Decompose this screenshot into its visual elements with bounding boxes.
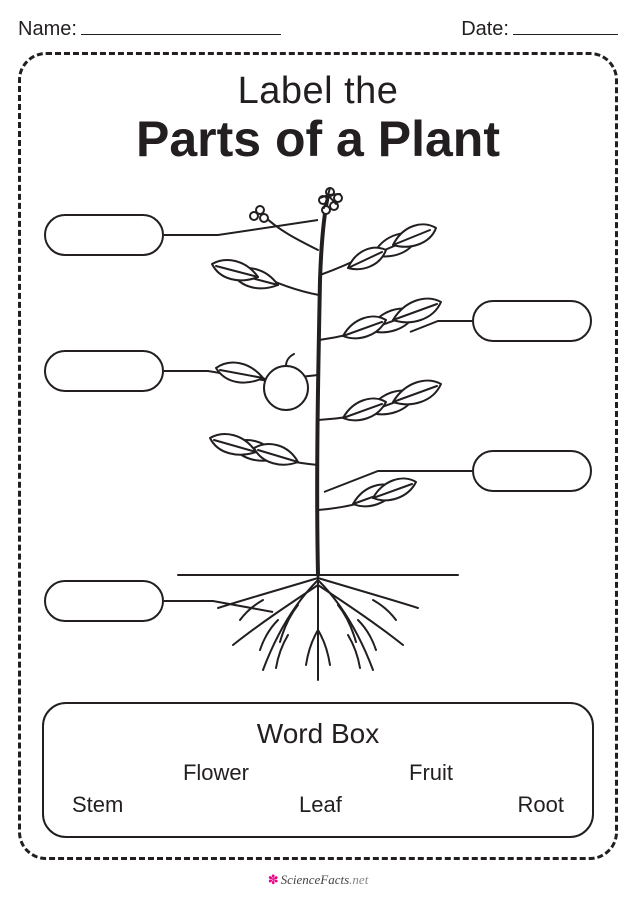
word-box-row-1: Flower Fruit bbox=[72, 760, 564, 786]
name-blank-line[interactable] bbox=[81, 34, 281, 35]
label-box-root[interactable] bbox=[44, 580, 164, 622]
word-leaf: Leaf bbox=[299, 792, 342, 818]
word-root: Root bbox=[518, 792, 564, 818]
footer-icon: ✽ bbox=[268, 872, 279, 887]
footer-tld: .net bbox=[349, 872, 368, 887]
label-box-leaf[interactable] bbox=[472, 300, 592, 342]
word-flower: Flower bbox=[183, 760, 249, 786]
label-box-fruit[interactable] bbox=[44, 350, 164, 392]
date-blank-line[interactable] bbox=[513, 34, 618, 35]
word-box-row-2: Stem Leaf Root bbox=[72, 792, 564, 818]
footer-credit: ✽ScienceFacts.net bbox=[0, 872, 636, 888]
word-box: Word Box Flower Fruit Stem Leaf Root bbox=[42, 702, 594, 838]
name-field: Name: bbox=[18, 18, 281, 41]
date-field: Date: bbox=[461, 18, 618, 41]
title-line-1: Label the bbox=[0, 70, 636, 113]
footer-site: ScienceFacts bbox=[281, 872, 350, 887]
plant-diagram bbox=[18, 180, 618, 700]
label-box-stem[interactable] bbox=[472, 450, 592, 492]
word-box-title: Word Box bbox=[72, 718, 564, 750]
date-label: Date: bbox=[461, 18, 509, 41]
title-line-2: Parts of a Plant bbox=[0, 113, 636, 166]
worksheet-title: Label the Parts of a Plant bbox=[0, 70, 636, 166]
label-box-flower[interactable] bbox=[44, 214, 164, 256]
plant-illustration bbox=[168, 180, 468, 690]
word-fruit: Fruit bbox=[409, 760, 453, 786]
worksheet-header: Name: Date: bbox=[18, 18, 618, 41]
word-stem: Stem bbox=[72, 792, 123, 818]
name-label: Name: bbox=[18, 18, 77, 41]
